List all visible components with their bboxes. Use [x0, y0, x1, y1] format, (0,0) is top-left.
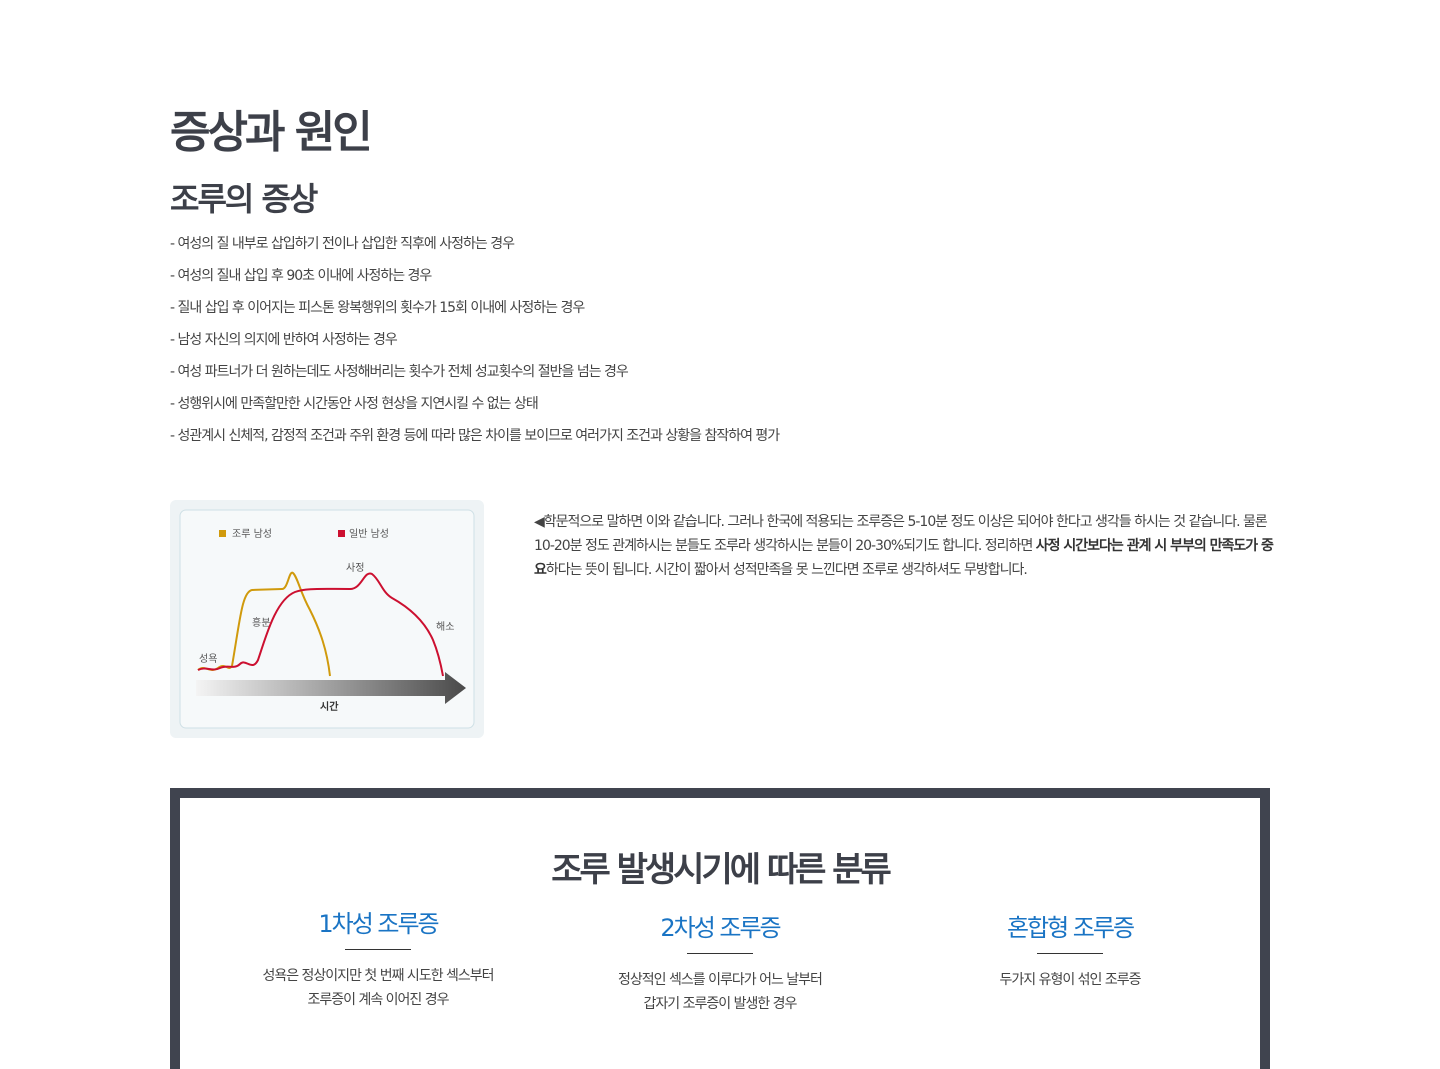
type-name: 혼합형 조루증: [1006, 914, 1135, 942]
description-text: 학문적으로 말하면 이와 같습니다. 그러나 한국에 적용되는 조루증은 5-1…: [534, 514, 1268, 554]
type-primary: 1차성 조루증 성욕은 정상이지만 첫 번째 시도한 섹스부터 조루증이 계속 …: [208, 904, 548, 1012]
divider: [687, 953, 753, 954]
classification-box: 조루 발생시기에 따른 분류 1차성 조루증 성욕은 정상이지만 첫 번째 시도…: [170, 788, 1270, 1069]
type-name: 2차성 조루증: [660, 914, 781, 942]
divider: [345, 949, 411, 950]
type-name: 1차성 조루증: [318, 910, 439, 938]
label-ejaculation: 사정: [346, 562, 364, 574]
legend-premature: 조루 남성: [232, 528, 272, 540]
legend-swatch-normal: [338, 530, 345, 537]
section-title: 조루의 증상: [170, 180, 318, 218]
type-mixed: 혼합형 조루증 두가지 유형이 섞인 조루증: [900, 908, 1240, 992]
type-desc: 갑자기 조루증이 발생한 경우: [643, 996, 798, 1012]
page-title: 증상과 원인: [170, 107, 373, 158]
description-emphasis: 사정 시간보다는 관계 시 부부의 만족도가 중요: [534, 538, 1274, 578]
list-item: - 질내 삽입 후 이어지는 피스톤 왕복행위의 횟수가 15회 이내에 사정하…: [170, 300, 585, 316]
legend-swatch-premature: [219, 530, 226, 537]
classification-title: 조루 발생시기에 따른 분류: [551, 850, 892, 890]
label-resolution: 해소: [436, 620, 454, 633]
legend-normal: 일반 남성: [349, 528, 389, 540]
type-desc: 정상적인 섹스를 이루다가 어느 날부터: [618, 972, 823, 988]
type-desc: 조루증이 계속 이어진 경우: [307, 992, 449, 1008]
diagram-frame: [179, 509, 475, 729]
time-arrow: [196, 672, 466, 704]
list-item: - 성행위시에 만족할만한 시간동안 사정 현상을 지연시킬 수 없는 상태: [170, 396, 539, 412]
normal-curve: [197, 572, 444, 677]
type-desc: 성욕은 정상이지만 첫 번째 시도한 섹스부터: [262, 968, 494, 984]
type-desc: 두가지 유형이 섞인 조루증: [999, 972, 1141, 988]
divider: [1037, 953, 1103, 954]
list-item: - 남성 자신의 의지에 반하여 사정하는 경우: [170, 332, 398, 348]
description-text: 하다는 뜻이 됩니다. 시간이 짧아서 성적만족을 못 느낀다면 조루로 생각하…: [545, 562, 1028, 578]
label-time: 시간: [320, 700, 339, 713]
response-diagram: 조루 남성 일반 남성 사정 흥분 성욕 해소 시간: [170, 500, 484, 738]
arrow-left-icon: ◀: [534, 514, 545, 530]
symptom-list: - 여성의 질 내부로 삽입하기 전이나 삽입한 직후에 사정하는 경우 - 여…: [170, 228, 780, 452]
label-arousal: 흥분: [252, 616, 270, 629]
label-desire: 성욕: [199, 653, 217, 665]
list-item: - 성관계시 신체적, 감정적 조건과 주위 환경 등에 따라 많은 차이를 보…: [170, 428, 780, 444]
type-secondary: 2차성 조루증 정상적인 섹스를 이루다가 어느 날부터 갑자기 조루증이 발생…: [550, 908, 890, 1016]
description: ◀학문적으로 말하면 이와 같습니다. 그러나 한국에 적용되는 조루증은 5-…: [534, 510, 1274, 582]
list-item: - 여성의 질 내부로 삽입하기 전이나 삽입한 직후에 사정하는 경우: [170, 236, 515, 252]
list-item: - 여성의 질내 삽입 후 90초 이내에 사정하는 경우: [170, 268, 432, 284]
list-item: - 여성 파트너가 더 원하는데도 사정해버리는 횟수가 전체 성교횟수의 절반…: [170, 364, 629, 380]
